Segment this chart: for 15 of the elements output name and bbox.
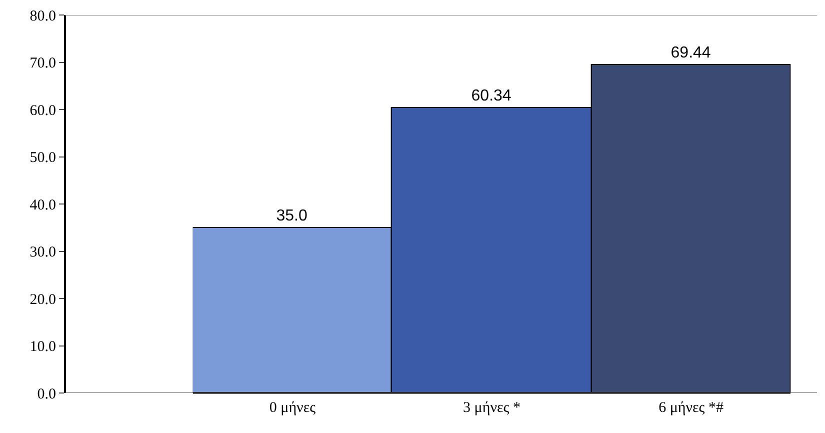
y-tick-label: 10.0 xyxy=(30,339,56,355)
y-tick-label: 60.0 xyxy=(30,102,56,119)
y-tick-label: 70.0 xyxy=(30,56,56,72)
y-tick-label: 20.0 xyxy=(30,292,56,308)
y-tick-label: 0.0 xyxy=(37,386,56,402)
y-tick-label: 50.0 xyxy=(30,150,56,166)
x-tick-label: 3 μήνες * xyxy=(463,400,520,416)
y-tick-label: 30.0 xyxy=(30,244,56,260)
y-tick-label: 40.0 xyxy=(30,197,56,214)
data-label: 69.44 xyxy=(670,44,711,62)
x-tick-label: 0 μήνες xyxy=(269,400,316,416)
y-tick-label: 80.0 xyxy=(30,8,56,24)
data-label: 60.34 xyxy=(471,88,512,104)
data-label: 35.0 xyxy=(276,208,308,224)
x-tick-label: 6 μήνες *# xyxy=(658,400,724,416)
